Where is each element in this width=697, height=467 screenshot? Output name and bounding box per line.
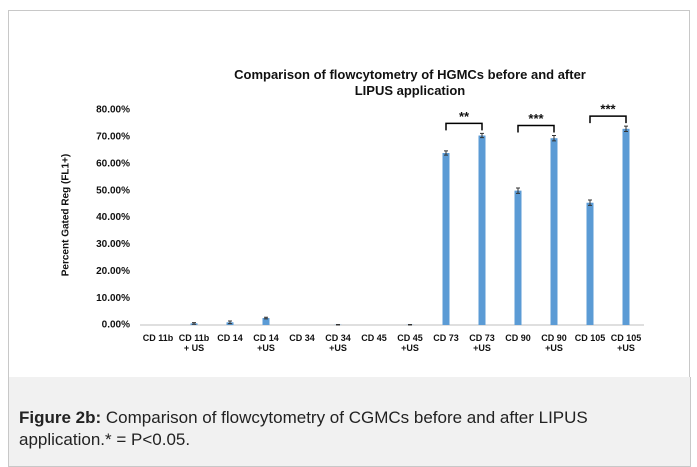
chart-title: Comparison of flowcytometry of HGMCs bef… [234, 67, 586, 98]
y-tick-label: 50.00% [96, 185, 130, 196]
x-tick-label: CD 34 +US [320, 333, 356, 353]
significance-label: *** [528, 111, 544, 126]
x-tick-label: CD 73 [428, 333, 464, 343]
y-tick-label: 0.00% [102, 320, 130, 331]
x-tick-label: CD 90 +US [536, 333, 572, 353]
x-tick-label: CD 11b + US [176, 333, 212, 353]
y-tick-label: 80.00% [96, 105, 130, 116]
bar [515, 191, 522, 325]
significance-bracket [518, 126, 554, 133]
y-tick-label: 40.00% [96, 212, 130, 223]
x-tick-label: CD 45 [356, 333, 392, 343]
bar [587, 203, 594, 325]
error-bar [336, 324, 340, 325]
significance-label: *** [600, 102, 616, 117]
y-axis-title: Percent Gated Reg (FL1+) [61, 154, 72, 277]
y-tick-label: 30.00% [96, 239, 130, 250]
x-tick-label: CD 73 +US [464, 333, 500, 353]
x-tick-label: CD 105 +US [608, 333, 644, 353]
x-tick-label: CD 14 +US [248, 333, 284, 353]
x-tick-label: CD 90 [500, 333, 536, 343]
y-tick-label: 70.00% [96, 132, 130, 143]
x-tick-label: CD 34 [284, 333, 320, 343]
bar [479, 136, 486, 325]
significance-bracket [446, 123, 482, 130]
significance-label: ** [459, 109, 470, 124]
significance-bracket [590, 116, 626, 123]
y-tick-label: 20.00% [96, 266, 130, 277]
x-tick-label: CD 105 [572, 333, 608, 343]
x-tick-label: CD 45 +US [392, 333, 428, 353]
error-bar [408, 324, 412, 325]
y-tick-label: 60.00% [96, 158, 130, 169]
y-tick-label: 10.00% [96, 293, 130, 304]
bar [443, 153, 450, 325]
x-tick-label: CD 14 [212, 333, 248, 343]
x-tick-label: CD 11b [140, 333, 176, 343]
bar [551, 138, 558, 325]
bar [623, 129, 630, 325]
